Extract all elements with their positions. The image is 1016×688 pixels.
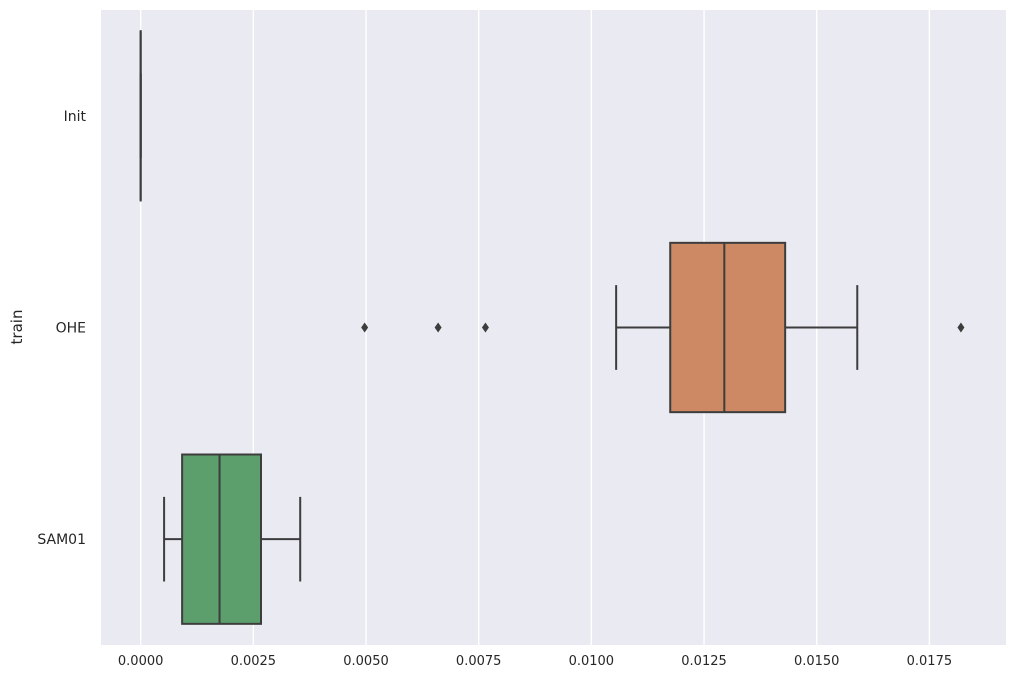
y-axis-label: train xyxy=(8,310,26,345)
x-tick-label: 0.0050 xyxy=(343,654,389,669)
y-axis-ticks: Init OHE SAM01 xyxy=(37,109,86,548)
x-tick-label: 0.0025 xyxy=(231,654,277,669)
y-tick-label: SAM01 xyxy=(37,532,86,548)
box-body xyxy=(182,455,261,624)
x-tick-label: 0.0150 xyxy=(794,654,840,669)
x-tick-label: 0.0125 xyxy=(681,654,727,669)
y-tick-label: Init xyxy=(64,109,87,125)
box-body xyxy=(670,243,785,412)
y-tick-label: OHE xyxy=(56,321,86,337)
x-tick-label: 0.0175 xyxy=(907,654,953,669)
x-tick-label: 0.0100 xyxy=(569,654,615,669)
x-tick-label: 0.0000 xyxy=(118,654,164,669)
x-tick-label: 0.0075 xyxy=(456,654,502,669)
x-axis-ticks: 0.0000 0.0025 0.0050 0.0075 0.0100 0.0125 0.01… xyxy=(118,654,952,669)
